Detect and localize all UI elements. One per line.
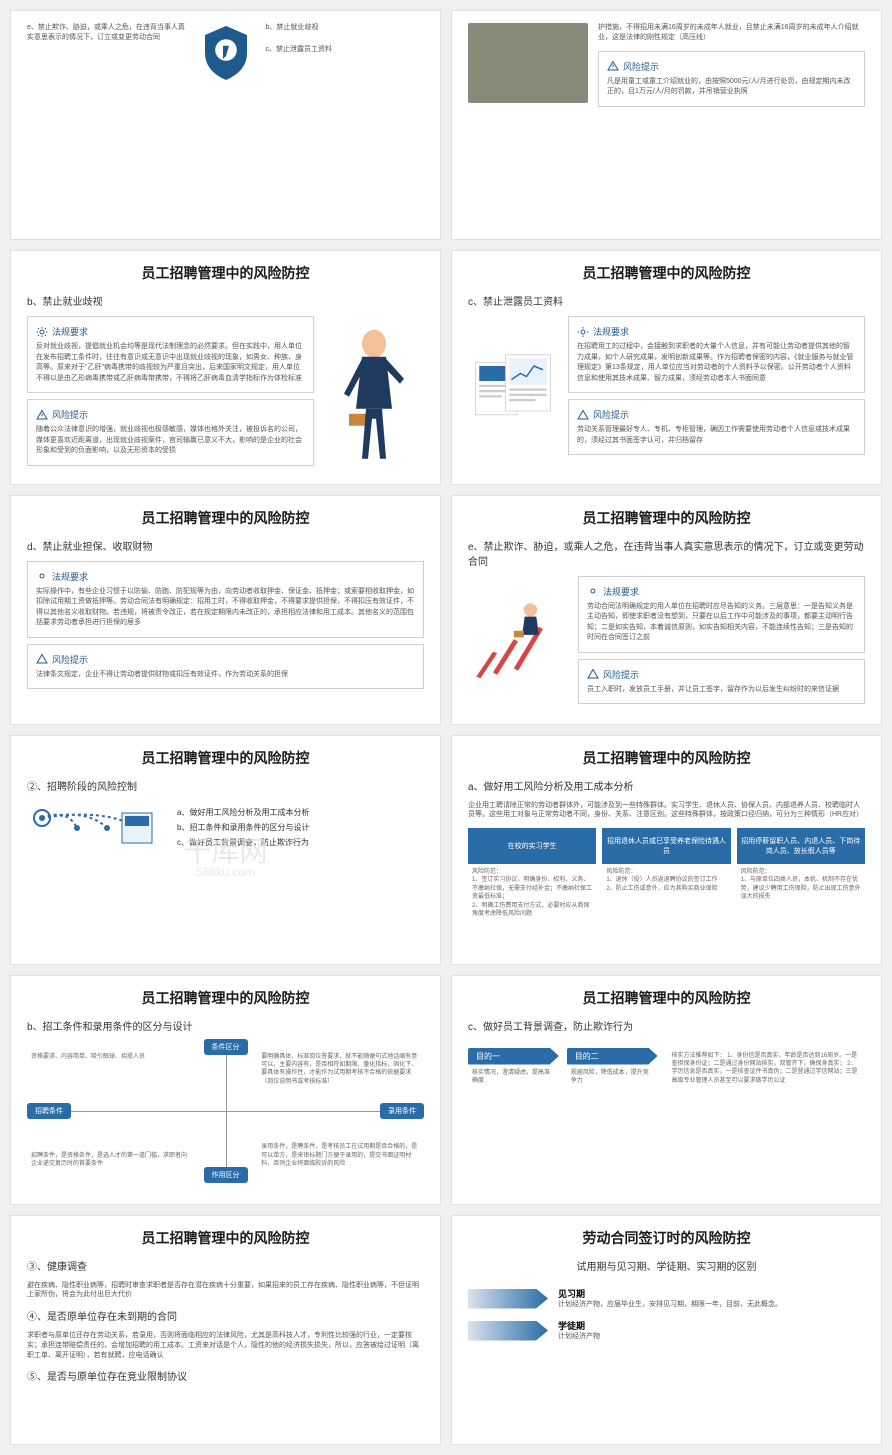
gear-icon: [587, 585, 599, 597]
slide-11: 员工招聘管理中的风险防控 ③、健康调查 避在疾病、隐性职业病等，招聘时审查求职者…: [10, 1215, 441, 1445]
item-1-h: 见习期: [558, 1287, 865, 1300]
title: 员工招聘管理中的风险防控: [27, 988, 424, 1008]
subtitle: b、招工条件和录用条件的区分与设计: [27, 1018, 424, 1033]
subtitle: 试用期与见习期、学徒期、实习期的区别: [468, 1258, 865, 1273]
node-bottom: 作用区分: [204, 1167, 248, 1183]
slide-3: 员工招聘管理中的风险防控 b、禁止就业歧视 法规要求反对就业歧视，提倡就业机会均…: [10, 250, 441, 485]
text-tl: 资格要求、内容简单、吸引眼球、招揽人员: [27, 1049, 194, 1065]
t1: 避在疾病、隐性职业病等，招聘时审查求职者是否存在潜在疾病十分重要，如果招来的员工…: [27, 1281, 424, 1301]
watermark-sub: 588ku.com: [196, 865, 255, 879]
intro-s2: 护措施，不得招用未满16周岁的未成年人就业，且禁止未满16周岁的未成年人介绍就业…: [598, 23, 865, 43]
cross-diagram: 条件区分 招聘条件 录用条件 作用区分 资格要求、内容简单、吸引眼球、招揽人员 …: [27, 1041, 424, 1181]
slide-7: 员工招聘管理中的风险防控 ②、招聘阶段的风险控制 a、做好用工风险分析及用工成本…: [10, 735, 441, 965]
sub1: ③、健康调查: [27, 1258, 424, 1273]
title: 员工招聘管理中的风险防控: [468, 508, 865, 528]
climbing-icon: [468, 576, 568, 711]
text-br: 录用条件，是聘条件，是考核员工在试用期是否合格的，是可以单方，是来审标题门方便于…: [257, 1139, 424, 1172]
purpose-1-text: 核实情况，澄清疑虑，提高准确度: [468, 1065, 559, 1090]
gear-icon: [577, 326, 589, 338]
warning-icon: [36, 653, 48, 665]
t2: 求职者与原单位还存在劳动关系，若录用，否则将面临相应的法律风险，尤其是高科技人才…: [27, 1331, 424, 1360]
item-2-t: 计划经济产物: [558, 1332, 865, 1342]
text-s1-c: c、禁止泄露员工资料: [266, 45, 425, 55]
title: 员工招聘管理中的风险防控: [468, 263, 865, 283]
slide-1: e、禁止欺诈、胁迫，或乘人之危，在违背当事人真实意思表示的情况下，订立或变更劳动…: [10, 10, 441, 240]
col-1: 在校的实习学生风险防范： 1、签订实习协议，明确身份、权利、义务、不缴纳社保，无…: [468, 828, 596, 922]
purpose-2-text: 规避风险，降低成本，提升竞争力: [567, 1065, 658, 1090]
text-bl: 招聘条件，是资格条件，是选人才的第一道门槛，求职者向企业递交复历时的首要条件: [27, 1148, 194, 1173]
subtitle: c、禁止泄露员工资料: [468, 293, 865, 308]
list-item: c、做好员工背景调查，防止欺诈行为: [177, 837, 424, 848]
slide-2: 护措施，不得招用未满16周岁的未成年人就业，且禁止未满16周岁的未成年人介绍就业…: [451, 10, 882, 240]
node-top: 条件区分: [204, 1039, 248, 1055]
title: 劳动合同签订时的风险防控: [468, 1228, 865, 1248]
slide-5: 员工招聘管理中的风险防控 d、禁止就业担保、收取财物 法规要求实际操作中，有些企…: [10, 495, 441, 725]
purpose-2-tag: 目的二: [567, 1048, 658, 1065]
text-s1-e: e、禁止欺诈、胁迫，或乘人之危，在违背当事人真实意思表示的情况下，订立或变更劳动…: [27, 23, 186, 43]
box-title: 风险提示: [623, 60, 659, 73]
box-text: 凡是用童工或童工介绍就业的，由按照5000元/人/月进行处罚，由规定期内未改正的…: [607, 77, 856, 98]
shield-icon: [196, 23, 256, 83]
warning-icon: [36, 409, 48, 421]
subtitle: c、做好员工背景调查，防止欺诈行为: [468, 1018, 865, 1033]
slide-10: 员工招聘管理中的风险防控 c、做好员工背景调查，防止欺诈行为 目的一 核实情况，…: [451, 975, 882, 1205]
purpose-1-tag: 目的一: [468, 1048, 559, 1065]
subtitle: e、禁止欺诈、胁迫，或乘人之危，在违背当事人真实意思表示的情况下，订立或变更劳动…: [468, 538, 865, 568]
arrow-1: [468, 1289, 548, 1309]
slide-8: 员工招聘管理中的风险防控 a、做好用工风险分析及用工成本分析 企业用工聘请除正常…: [451, 735, 882, 965]
subtitle: ②、招聘阶段的风险控制: [27, 778, 424, 793]
warning-icon: [607, 60, 619, 72]
document-icon: [468, 316, 558, 461]
warning-icon: [577, 409, 589, 421]
item-2-h: 学徒期: [558, 1319, 865, 1332]
businessman-icon: [324, 316, 424, 472]
node-left: 招聘条件: [27, 1103, 71, 1119]
subtitle: a、做好用工风险分析及用工成本分析: [468, 778, 865, 793]
item-1-t: 计划经济产物，应届毕业生，安排见习期，期限一年，目前，无此概念。: [558, 1300, 865, 1310]
title: 员工招聘管理中的风险防控: [27, 508, 424, 528]
node-right: 录用条件: [380, 1103, 424, 1119]
photo-placeholder: [468, 23, 588, 103]
title: 员工招聘管理中的风险防控: [27, 1228, 424, 1248]
sub3: ⑤、是否与原单位存在竞业限制协议: [27, 1368, 424, 1383]
sub2: ④、是否原单位存在未到期的合同: [27, 1308, 424, 1323]
slide-9: 员工招聘管理中的风险防控 b、招工条件和录用条件的区分与设计 条件区分 招聘条件…: [10, 975, 441, 1205]
text-s1-b: b、禁止就业歧视: [266, 23, 425, 33]
intro: 企业用工聘请除正常的劳动者群体外，可能涉及到一些特殊群体。实习学生、退休人员、协…: [468, 801, 865, 821]
title: 员工招聘管理中的风险防控: [27, 263, 424, 283]
title: 员工招聘管理中的风险防控: [468, 748, 865, 768]
text-tr: 要明确具体，标准岗位答要求，就不能随便句式地话阐有意可以，主要内容有，是否相符如…: [257, 1049, 424, 1091]
col-2: 招用退休人员或已享受养老保险待遇人员风险防范： 1、退休（役）人员返退聘协议的签…: [602, 828, 730, 922]
slide-4: 员工招聘管理中的风险防控 c、禁止泄露员工资料 法规要求在招聘用工的过程中，会接…: [451, 250, 882, 485]
gear-icon: [36, 326, 48, 338]
arrow-2: [468, 1321, 548, 1341]
col-3: 招用停薪留职人员、内退人员、下岗待岗人员、放长假人员等风险防范： 1、与原单位四…: [737, 828, 865, 922]
title: 员工招聘管理中的风险防控: [468, 988, 865, 1008]
subtitle: d、禁止就业担保、收取财物: [27, 538, 424, 553]
branch-icon: [27, 803, 167, 923]
slide-6: 员工招聘管理中的风险防控 e、禁止欺诈、胁迫，或乘人之危，在违背当事人真实意思表…: [451, 495, 882, 725]
subtitle: b、禁止就业歧视: [27, 293, 424, 308]
list-item: a、做好用工风险分析及用工成本分析: [177, 807, 424, 818]
warning-icon: [587, 668, 599, 680]
slide-12: 劳动合同签订时的风险防控 试用期与见习期、学徒期、实习期的区别 见习期计划经济产…: [451, 1215, 882, 1445]
title: 员工招聘管理中的风险防控: [27, 748, 424, 768]
right-text: 核实方法推荐如下： 1、身份信是否真实，年龄是否达到16周岁。一是查担保身份证；…: [668, 1048, 866, 1110]
gear-icon: [36, 570, 48, 582]
list-item: b、招工条件和录用条件的区分与设计: [177, 822, 424, 833]
